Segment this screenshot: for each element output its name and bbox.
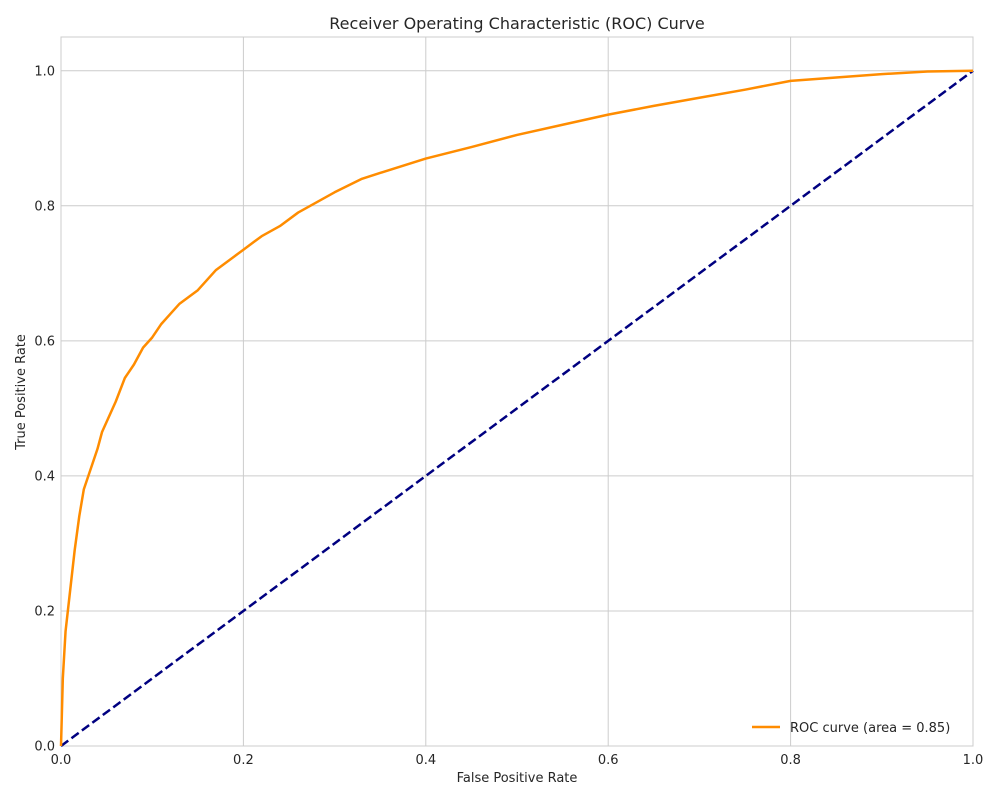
diagonal-reference-line [60,69,974,748]
y-tick-label: 0.6 [34,334,55,349]
y-tick-label: 0.0 [34,740,55,755]
y-tick-label: 0.4 [34,469,55,484]
x-tick-label: 0.6 [598,753,619,768]
x-tick-label: 0.0 [51,753,72,768]
x-tick-label: 0.8 [780,753,801,768]
y-tick-label: 1.0 [34,64,55,79]
series-lines [59,69,974,748]
y-axis-label: True Positive Rate [14,334,29,451]
x-axis-label: False Positive Rate [457,771,578,786]
grid-lines [60,37,974,747]
roc-curve-line [59,69,974,747]
x-tick-label: 1.0 [963,753,984,768]
plot-frame [60,36,974,747]
legend-label: ROC curve (area = 0.85) [790,721,950,736]
tick-labels: 0.0 0.2 0.4 0.6 0.8 1.0 0.0 0.2 0.4 0.6 0.8 1.0 [34,64,983,768]
x-tick-label: 0.4 [415,753,436,768]
y-tick-label: 0.8 [34,199,55,214]
chart-title: Receiver Operating Characteristic (ROC) … [329,14,704,33]
y-tick-label: 0.2 [34,604,55,619]
legend: ROC curve (area = 0.85) [752,721,950,736]
x-tick-label: 0.2 [233,753,254,768]
